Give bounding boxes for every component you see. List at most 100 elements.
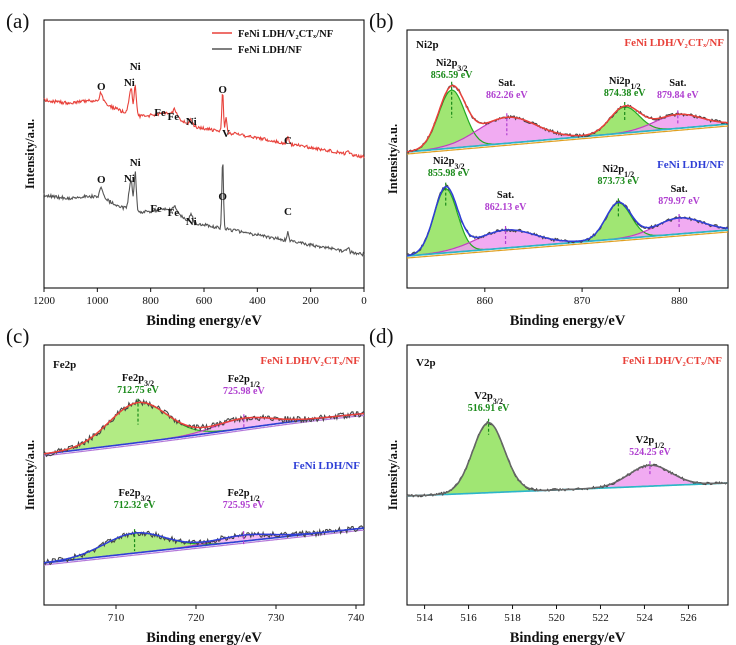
x-tick-label: 526 — [680, 612, 697, 624]
element-label: O — [218, 84, 227, 96]
peak-label: Sat. — [669, 78, 687, 89]
peak-value: 873.73 eV — [598, 176, 640, 187]
peak-label: Fe2p3/2 — [118, 488, 150, 503]
peak-label: Ni2p3/2 — [433, 156, 465, 171]
peak-label: V2p3/2 — [474, 391, 503, 406]
element-label: C — [284, 135, 292, 147]
y-axis-label: Intensity/a.u. — [386, 440, 400, 510]
peak-fill — [407, 422, 728, 496]
fit-envelope-line — [406, 84, 728, 153]
x-tick-label: 800 — [142, 295, 159, 307]
element-label: V — [222, 128, 230, 140]
element-label: Ni — [186, 216, 197, 228]
peak-value: 879.84 eV — [657, 90, 699, 101]
peak-label: Sat. — [497, 190, 515, 201]
peak-label: Fe2p1/2 — [227, 488, 259, 503]
series-label: FeNi LDH/V₂CTₓ/NF — [622, 355, 722, 367]
survey-line-gray — [43, 164, 365, 257]
panel-c: (c) 710 720 730 740 Binding energy/eV Intensit… — [6, 324, 365, 645]
element-label: O — [97, 81, 106, 93]
background-line-2 — [406, 125, 729, 155]
panel-title: V2p — [416, 357, 436, 369]
background-line-2 — [43, 529, 365, 566]
peak-label: Sat. — [498, 78, 516, 89]
x-tick-label: 518 — [504, 612, 521, 624]
peak-label: Fe2p3/2 — [122, 373, 154, 388]
element-label: Fe — [150, 203, 162, 215]
x-tick-label: 860 — [477, 295, 494, 307]
peak-fill — [407, 114, 728, 152]
element-label: Ni — [130, 157, 141, 169]
peak-value: 524.25 eV — [629, 447, 671, 458]
series-label: FeNi LDH/NF — [293, 460, 360, 472]
panel-b: (b) 860 870 880 Binding energy/eV Intensity/a… — [369, 9, 729, 329]
peak-label: Ni2p1/2 — [603, 164, 635, 179]
x-tick-label: 520 — [548, 612, 565, 624]
x-tick-label: 710 — [108, 612, 125, 624]
peak-value: 862.26 eV — [486, 90, 528, 101]
fit-envelope-line — [406, 421, 728, 497]
fit-envelope-line — [43, 401, 365, 455]
x-axis-label: Binding energy/eV — [146, 313, 262, 329]
panel-title: Ni2p — [416, 39, 439, 51]
x-tick-label: 1000 — [86, 295, 109, 307]
fit-envelope-line — [406, 185, 729, 257]
peak-fill — [407, 188, 728, 256]
panel-label-d: (d) — [369, 324, 394, 348]
peak-fill — [407, 465, 728, 496]
element-label: Fe — [168, 111, 180, 123]
background-line — [406, 123, 729, 153]
peak-label: Sat. — [670, 184, 688, 195]
panel-a: (a) 1200 1000 800 600 400 200 0 Binding energy/e… — [6, 9, 367, 329]
series-label: FeNi LDH/V₂CTₓ/NF — [260, 355, 360, 367]
peak-fill — [407, 90, 728, 152]
peak-fill — [44, 402, 364, 454]
element-label: Ni — [124, 173, 135, 185]
x-tick-label: 1200 — [33, 295, 56, 307]
element-label: Ni — [130, 61, 141, 73]
element-label: Ni — [186, 116, 197, 128]
x-tick-label: 400 — [249, 295, 266, 307]
x-tick-label: 730 — [268, 612, 285, 624]
peak-fill — [407, 217, 728, 256]
legend-label: FeNi LDH/NF — [238, 45, 302, 56]
element-label: Fe — [168, 207, 180, 219]
y-axis-label: Intensity/a.u. — [23, 119, 37, 189]
x-tick-label: 522 — [592, 612, 609, 624]
peak-label: Fe2p1/2 — [228, 374, 260, 389]
panel-title: Fe2p — [53, 359, 76, 371]
x-axis-label: Binding energy/eV — [146, 630, 262, 645]
x-tick-label: 0 — [361, 295, 367, 307]
peak-value: 725.95 eV — [223, 500, 265, 511]
raw-data-line — [43, 398, 365, 458]
x-tick-label: 880 — [671, 295, 688, 307]
plot-frame-a — [43, 19, 365, 289]
peak-value: 874.38 eV — [604, 88, 646, 99]
peak-value: 712.32 eV — [114, 500, 156, 511]
peak-value: 516.91 eV — [468, 403, 510, 414]
peak-value: 712.75 eV — [117, 385, 159, 396]
peak-value: 725.98 eV — [223, 386, 265, 397]
panel-d: (d) 514 516 518 520 522 524 526 Binding energy/e… — [369, 324, 729, 645]
peak-value: 855.98 eV — [428, 168, 470, 179]
fit-envelope-line — [43, 527, 365, 564]
plot-frame-b — [406, 29, 729, 289]
x-axis-label: Binding energy/eV — [510, 630, 626, 645]
plot-frame-c — [43, 344, 365, 606]
plot-frame-d — [406, 344, 729, 606]
element-label: Ni — [124, 77, 135, 89]
panel-label-c: (c) — [6, 324, 29, 348]
peak-value: 879.97 eV — [658, 196, 700, 207]
element-label: Fe — [154, 107, 166, 119]
peak-label: Ni2p3/2 — [436, 58, 468, 73]
x-tick-label: 740 — [348, 612, 365, 624]
series-label: FeNi LDH/NF — [657, 159, 724, 171]
series-label: FeNi LDH/V₂CTₓ/NF — [624, 37, 724, 49]
survey-line-red — [43, 84, 365, 159]
peak-label: Ni2p1/2 — [609, 76, 641, 91]
y-axis-label: Intensity/a.u. — [23, 440, 37, 510]
background-line — [406, 229, 729, 257]
x-tick-label: 720 — [188, 612, 205, 624]
peak-label: V2p1/2 — [636, 435, 665, 450]
